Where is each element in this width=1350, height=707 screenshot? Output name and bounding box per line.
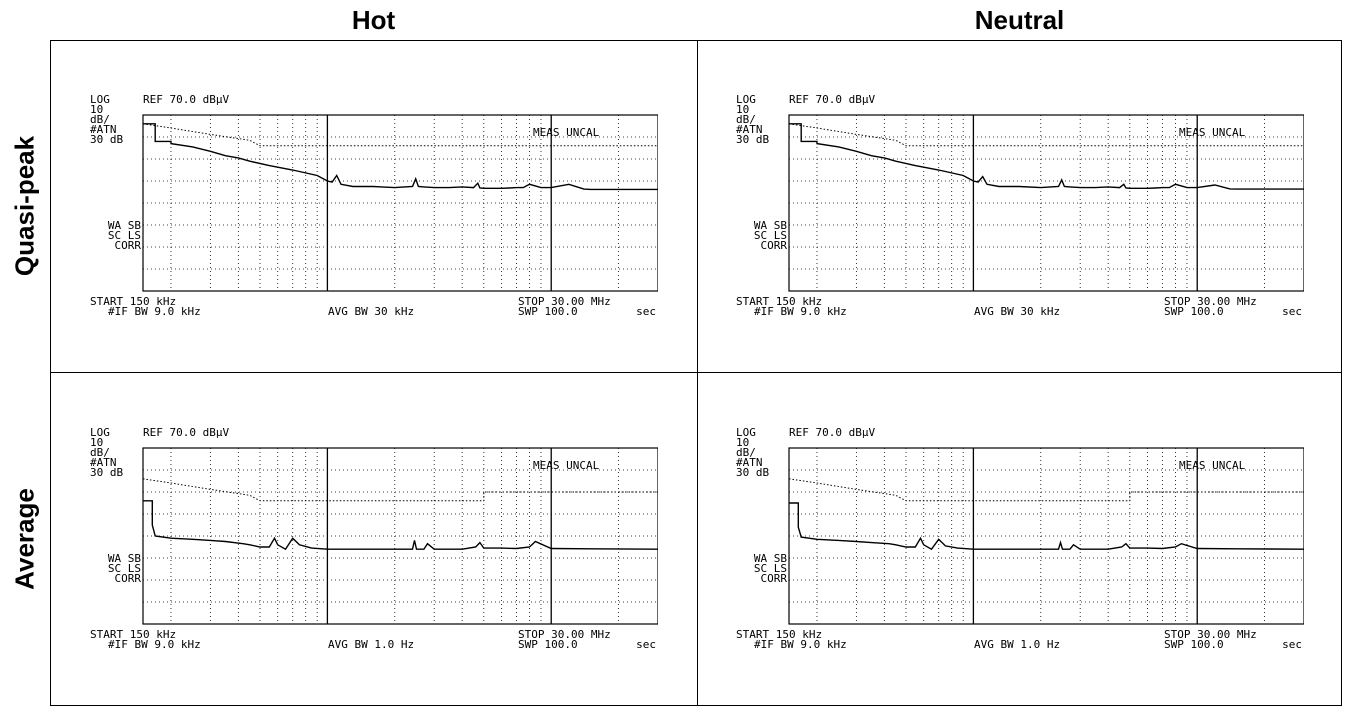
label-attenuation: #ATN <box>90 456 117 469</box>
row-header-average: Average <box>9 488 40 590</box>
label-ref-level: REF 70.0 dBµV <box>143 426 229 439</box>
label-scale-value: 10 <box>736 103 749 116</box>
label-start-frequency: START 150 kHz <box>736 628 822 641</box>
label-wa-sb: WA SB <box>754 552 787 565</box>
label-scale-unit: dB/ <box>736 446 756 459</box>
label-sweep-unit: sec <box>1282 305 1302 318</box>
label-sc-ls: SC LS <box>108 562 141 575</box>
label-log: LOG <box>90 426 110 439</box>
label-sc-ls: SC LS <box>754 229 787 242</box>
label-if-bandwidth: #IF BW 9.0 kHz <box>754 638 847 651</box>
label-meas-uncal: MEAS UNCAL <box>533 126 600 139</box>
label-stop-frequency: STOP 30.00 MHz <box>518 295 611 308</box>
label-sweep-unit: sec <box>1282 638 1302 651</box>
grid-divider-horizontal <box>50 372 1342 373</box>
limit-line <box>142 123 658 147</box>
label-attenuation: #ATN <box>736 456 763 469</box>
panel-average-hot: LOG REF 70.0 dBµV 10 dB/#ATN 30 dB WA SB SC LS… <box>88 425 659 660</box>
panel-quasi-peak-neutral: LOG REF 70.0 dBµV 10 dB/#ATN 30 dB WA SB SC LS… <box>734 92 1305 327</box>
label-scale-value: 10 <box>736 436 749 449</box>
label-attenuation-value: 30 dB <box>90 466 123 479</box>
label-log: LOG <box>736 93 756 106</box>
measured-trace <box>143 123 658 191</box>
label-corr: CORR <box>115 572 142 585</box>
label-corr: CORR <box>115 239 142 252</box>
label-start-frequency: START 150 kHz <box>90 628 176 641</box>
label-sc-ls: SC LS <box>754 562 787 575</box>
label-avg-bandwidth: AVG BW 30 kHz <box>328 305 414 318</box>
limit-line <box>142 478 658 502</box>
label-attenuation-value: 30 dB <box>736 466 769 479</box>
label-log: LOG <box>90 93 110 106</box>
label-stop-frequency: STOP 30.00 MHz <box>1164 628 1257 641</box>
label-corr: CORR <box>761 239 788 252</box>
label-sweep-time: SWP 100.0 <box>518 305 578 318</box>
measured-trace <box>143 500 659 551</box>
label-ref-level: REF 70.0 dBµV <box>789 426 875 439</box>
label-sweep-time: SWP 100.0 <box>518 638 578 651</box>
column-header-hot: Hot <box>351 5 396 35</box>
label-meas-uncal: MEAS UNCAL <box>1179 126 1246 139</box>
limit-line <box>788 123 1304 147</box>
label-avg-bandwidth: AVG BW 30 kHz <box>974 305 1060 318</box>
grid-divider-vertical <box>697 40 698 706</box>
label-avg-bandwidth: AVG BW 1.0 Hz <box>974 638 1060 651</box>
label-ref-level: REF 70.0 dBµV <box>143 93 229 106</box>
label-sweep-time: SWP 100.0 <box>1164 305 1224 318</box>
label-wa-sb: WA SB <box>108 219 141 232</box>
label-ref-level: REF 70.0 dBµV <box>789 93 875 106</box>
label-attenuation-value: 30 dB <box>736 133 769 146</box>
measured-trace <box>789 123 1304 190</box>
label-meas-uncal: MEAS UNCAL <box>533 459 600 472</box>
plot-frame <box>788 447 1305 625</box>
label-scale-value: 10 <box>90 103 103 116</box>
label-scale-value: 10 <box>90 436 103 449</box>
label-avg-bandwidth: AVG BW 1.0 Hz <box>328 638 414 651</box>
panel-quasi-peak-hot: LOG REF 70.0 dBµV 10 dB/#ATN 30 dB WA SB SC LS… <box>88 92 659 327</box>
limit-line <box>788 478 1304 502</box>
label-sweep-unit: sec <box>636 638 656 651</box>
label-attenuation: #ATN <box>736 123 763 136</box>
figure-grid <box>50 40 1342 706</box>
label-wa-sb: WA SB <box>754 219 787 232</box>
plot-frame <box>788 114 1305 292</box>
plot-frame <box>142 114 659 292</box>
label-scale-unit: dB/ <box>736 113 756 126</box>
label-corr: CORR <box>761 572 788 585</box>
label-meas-uncal: MEAS UNCAL <box>1179 459 1246 472</box>
measured-trace <box>789 502 1305 551</box>
label-if-bandwidth: #IF BW 9.0 kHz <box>108 305 201 318</box>
plot-frame <box>142 447 659 625</box>
row-header-quasi-peak: Quasi-peak <box>9 135 40 277</box>
label-log: LOG <box>736 426 756 439</box>
label-start-frequency: START 150 kHz <box>90 295 176 308</box>
label-sweep-unit: sec <box>636 305 656 318</box>
label-wa-sb: WA SB <box>108 552 141 565</box>
label-scale-unit: dB/ <box>90 113 110 126</box>
column-header-neutral: Neutral <box>974 5 1065 35</box>
label-sweep-time: SWP 100.0 <box>1164 638 1224 651</box>
label-if-bandwidth: #IF BW 9.0 kHz <box>108 638 201 651</box>
label-attenuation: #ATN <box>90 123 117 136</box>
label-if-bandwidth: #IF BW 9.0 kHz <box>754 305 847 318</box>
label-attenuation-value: 30 dB <box>90 133 123 146</box>
label-stop-frequency: STOP 30.00 MHz <box>518 628 611 641</box>
label-start-frequency: START 150 kHz <box>736 295 822 308</box>
label-stop-frequency: STOP 30.00 MHz <box>1164 295 1257 308</box>
label-sc-ls: SC LS <box>108 229 141 242</box>
panel-average-neutral: LOG REF 70.0 dBµV 10 dB/#ATN 30 dB WA SB SC LS… <box>734 425 1305 660</box>
label-scale-unit: dB/ <box>90 446 110 459</box>
